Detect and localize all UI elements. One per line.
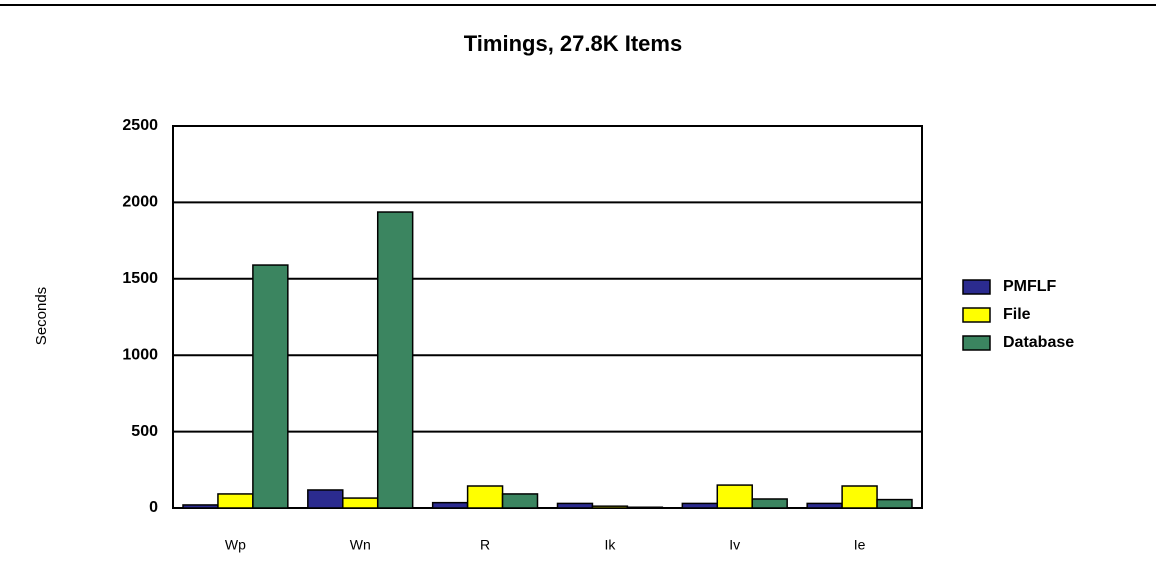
y-tick-label: 1000 bbox=[122, 346, 158, 363]
x-tick-label: Wn bbox=[350, 537, 371, 553]
legend-label: File bbox=[1003, 306, 1031, 323]
bar bbox=[342, 497, 379, 509]
y-axis-label: Seconds bbox=[33, 287, 50, 345]
y-tick-label: 1500 bbox=[122, 270, 158, 287]
legend-label: PMFLF bbox=[1003, 278, 1057, 295]
bar bbox=[217, 493, 254, 509]
bar bbox=[376, 211, 414, 509]
y-tick-label: 0 bbox=[149, 499, 158, 516]
y-tick-label: 500 bbox=[131, 423, 158, 440]
bar bbox=[876, 498, 913, 509]
plot-frame bbox=[172, 125, 923, 509]
legend-swatch bbox=[962, 335, 991, 351]
x-tick-label: Ie bbox=[854, 537, 866, 553]
chart-title: Timings, 27.8K Items bbox=[464, 31, 682, 56]
bar bbox=[716, 484, 753, 509]
bar bbox=[751, 498, 788, 509]
legend-swatch bbox=[962, 307, 991, 323]
x-tick-label: R bbox=[480, 537, 490, 553]
x-tick-label: Ik bbox=[604, 537, 616, 553]
bar bbox=[626, 506, 664, 509]
y-tick-label: 2500 bbox=[122, 117, 158, 134]
x-tick-label: Iv bbox=[729, 537, 740, 553]
bar bbox=[182, 504, 219, 509]
bar bbox=[591, 505, 629, 509]
legend-label: Database bbox=[1003, 334, 1074, 351]
bar bbox=[681, 502, 719, 509]
bar bbox=[252, 264, 289, 509]
bar bbox=[841, 485, 878, 509]
bar bbox=[556, 502, 594, 509]
bar bbox=[501, 493, 539, 509]
legend-swatch bbox=[962, 279, 991, 295]
x-tick-label: Wp bbox=[225, 537, 246, 553]
bar bbox=[806, 502, 843, 509]
y-tick-label: 2000 bbox=[122, 194, 158, 211]
bar bbox=[431, 501, 469, 509]
bar bbox=[307, 489, 344, 509]
bar bbox=[466, 485, 504, 509]
